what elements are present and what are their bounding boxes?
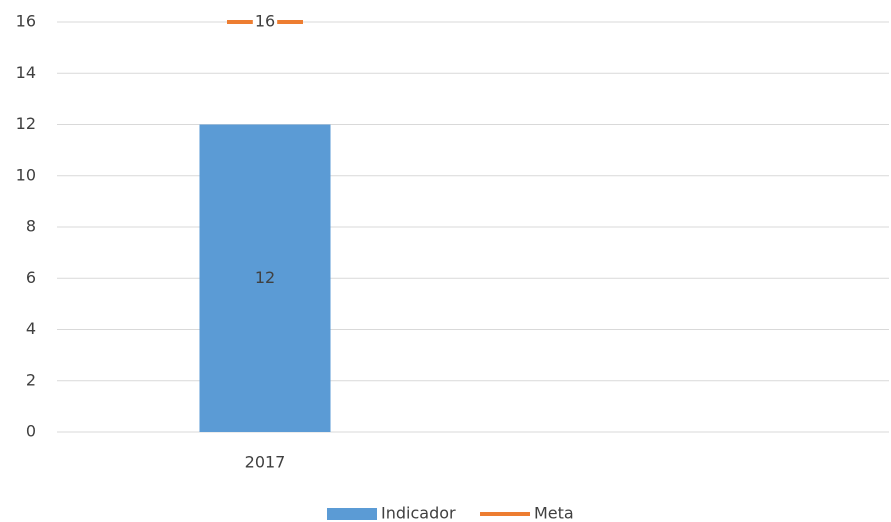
data-label: 16 [255,12,275,31]
label-background [252,11,278,31]
y-tick-label: 16 [16,12,36,31]
y-tick-label: 4 [26,319,36,338]
y-tick-label: 8 [26,217,36,236]
y-tick-label: 10 [16,165,36,184]
legend-label: Meta [534,504,574,522]
y-tick-label: 0 [26,422,36,441]
legend-swatch [327,508,377,520]
x-tick-label: 2017 [245,453,286,472]
bar [199,124,331,432]
y-tick-label: 12 [16,114,36,133]
y-tick-label: 6 [26,268,36,287]
y-tick-label: 2 [26,370,36,389]
legend-label: Indicador [381,504,456,522]
y-tick-label: 14 [16,63,36,82]
data-label: 12 [255,268,275,287]
